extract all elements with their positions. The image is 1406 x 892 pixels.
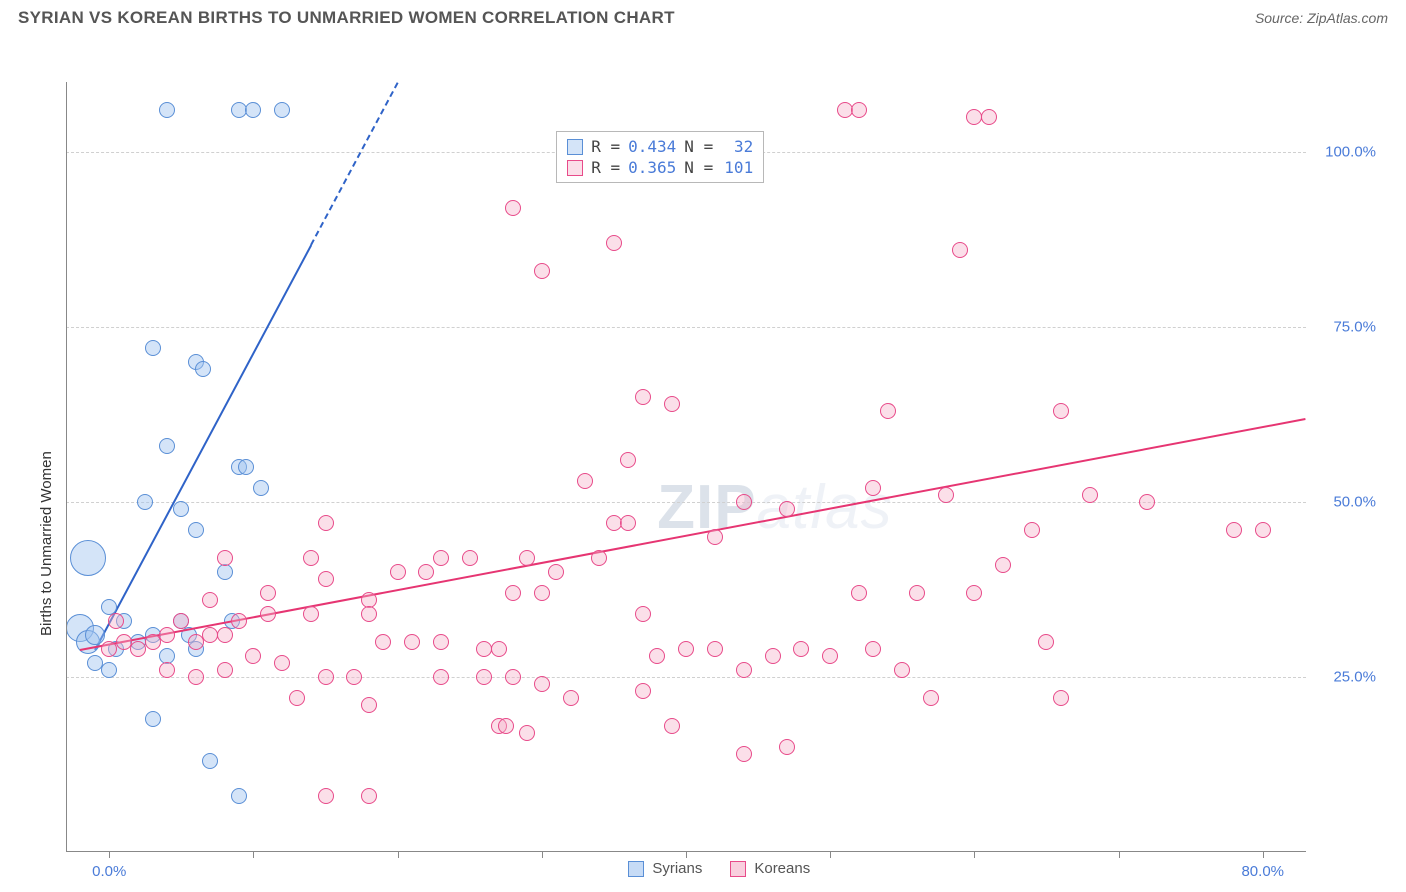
x-tick-mark xyxy=(398,852,399,858)
x-tick-mark xyxy=(253,852,254,858)
legend-swatch xyxy=(730,861,746,877)
x-tick-mark xyxy=(686,852,687,858)
x-tick-mark xyxy=(542,852,543,858)
x-tick-mark xyxy=(109,852,110,858)
legend-item: Syrians xyxy=(628,860,702,877)
x-tick-label: 80.0% xyxy=(1241,863,1284,880)
chart-title: SYRIAN VS KOREAN BIRTHS TO UNMARRIED WOM… xyxy=(18,8,675,28)
x-tick-mark xyxy=(830,852,831,858)
legend-swatch xyxy=(628,861,644,877)
y-tick-label: 25.0% xyxy=(1316,669,1376,686)
y-axis-label: Births to Unmarried Women xyxy=(38,452,55,637)
x-tick-mark xyxy=(1263,852,1264,858)
legend-label: Syrians xyxy=(652,860,702,877)
chart-axes xyxy=(66,82,1306,852)
y-tick-label: 100.0% xyxy=(1316,144,1376,161)
y-tick-label: 50.0% xyxy=(1316,494,1376,511)
source-attribution: Source: ZipAtlas.com xyxy=(1255,10,1388,26)
legend-item: Koreans xyxy=(730,860,810,877)
x-tick-mark xyxy=(974,852,975,858)
x-tick-mark xyxy=(1119,852,1120,858)
x-tick-label: 0.0% xyxy=(92,863,126,880)
x-axis-legend: Syrians Koreans xyxy=(628,860,810,877)
legend-label: Koreans xyxy=(754,860,810,877)
y-tick-label: 75.0% xyxy=(1316,319,1376,336)
